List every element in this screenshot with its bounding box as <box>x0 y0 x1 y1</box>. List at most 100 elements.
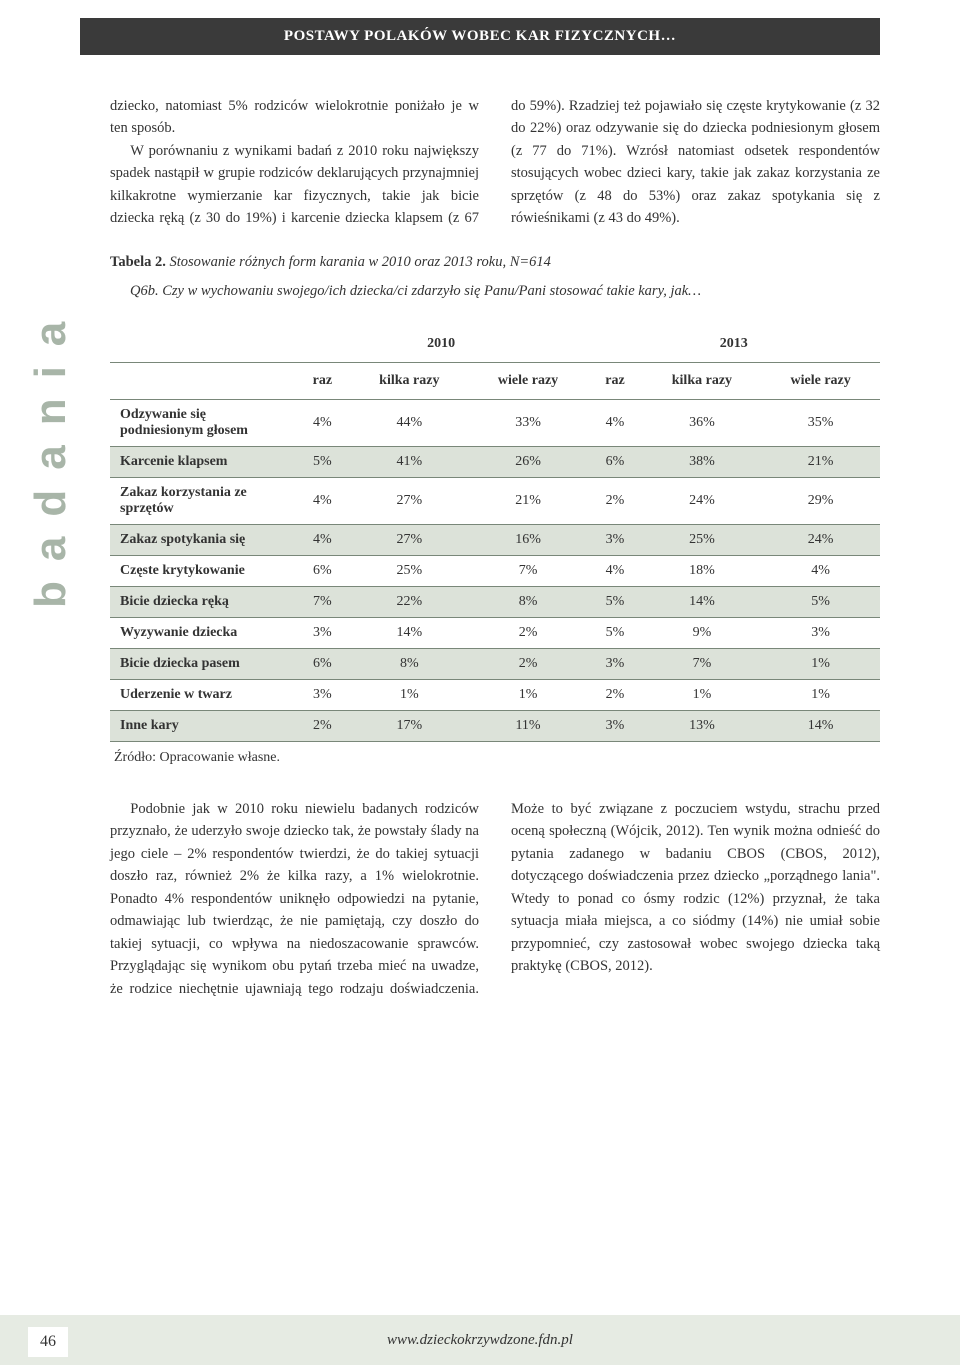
table-cell: 4% <box>587 555 642 586</box>
table-row: Zakaz korzystania ze sprzętów4%27%21%2%2… <box>110 477 880 524</box>
subhead-4: kilka razy <box>643 362 762 399</box>
table-cell: 44% <box>350 399 469 446</box>
table-cell: 8% <box>469 586 588 617</box>
bottom-text-columns: Podobnie jak w 2010 roku niewielu badany… <box>110 798 880 1000</box>
table-caption-bold: Tabela 2. <box>110 254 170 270</box>
table-cell: 5% <box>587 617 642 648</box>
row-label: Uderzenie w twarz <box>110 679 295 710</box>
table-cell: 22% <box>350 586 469 617</box>
row-label: Zakaz spotykania się <box>110 524 295 555</box>
table-cell: 4% <box>295 399 350 446</box>
table-cell: 24% <box>643 477 762 524</box>
table-cell: 21% <box>761 446 880 477</box>
table-caption: Tabela 2. Stosowanie różnych form karani… <box>110 254 880 271</box>
data-table: 2010 2013 raz kilka razy wiele razy raz … <box>110 322 880 742</box>
table-cell: 4% <box>761 555 880 586</box>
table-cell: 24% <box>761 524 880 555</box>
table-cell: 7% <box>469 555 588 586</box>
row-label: Zakaz korzystania ze sprzętów <box>110 477 295 524</box>
subhead-5: wiele razy <box>761 362 880 399</box>
table-cell: 1% <box>761 679 880 710</box>
top-text-columns: dziecko, natomiast 5% rodziców wielokrot… <box>110 95 880 230</box>
table-cell: 7% <box>295 586 350 617</box>
page-footer: 46 www.dzieckokrzywdzone.fdn.pl <box>0 1315 960 1365</box>
table-cell: 3% <box>295 617 350 648</box>
page-header: POSTAWY POLAKÓW WOBEC KAR FIZYCZNYCH… <box>80 18 880 55</box>
year-header-2013: 2013 <box>587 322 880 363</box>
row-label: Inne kary <box>110 710 295 741</box>
table-cell: 2% <box>469 617 588 648</box>
table-cell: 6% <box>295 648 350 679</box>
table-cell: 25% <box>643 524 762 555</box>
table-row: Częste krytykowanie6%25%7%4%18%4% <box>110 555 880 586</box>
table-cell: 8% <box>350 648 469 679</box>
table-cell: 1% <box>469 679 588 710</box>
table-row: Wyzywanie dziecka3%14%2%5%9%3% <box>110 617 880 648</box>
table-cell: 17% <box>350 710 469 741</box>
table-cell: 14% <box>350 617 469 648</box>
table-subcaption: Q6b. Czy w wychowaniu swojego/ich dzieck… <box>110 283 880 300</box>
table-row: Bicie dziecka pasem6%8%2%3%7%1% <box>110 648 880 679</box>
table-source: Źródło: Opracowanie własne. <box>114 750 880 766</box>
table-cell: 27% <box>350 477 469 524</box>
subhead-0: raz <box>295 362 350 399</box>
table-cell: 1% <box>761 648 880 679</box>
table-cell: 33% <box>469 399 588 446</box>
table-cell: 29% <box>761 477 880 524</box>
table-cell: 5% <box>761 586 880 617</box>
table-subcorner <box>110 362 295 399</box>
row-label: Odzywanie się podniesionym głosem <box>110 399 295 446</box>
subhead-3: raz <box>587 362 642 399</box>
page-number: 46 <box>28 1327 68 1357</box>
bottom-para-1: Podobnie jak w 2010 roku niewielu badany… <box>110 798 880 1000</box>
table-cell: 5% <box>587 586 642 617</box>
table-cell: 36% <box>643 399 762 446</box>
table-cell: 1% <box>350 679 469 710</box>
table-cell: 35% <box>761 399 880 446</box>
table-cell: 16% <box>469 524 588 555</box>
table-cell: 21% <box>469 477 588 524</box>
row-label: Karcenie klapsem <box>110 446 295 477</box>
row-label: Bicie dziecka pasem <box>110 648 295 679</box>
table-cell: 38% <box>643 446 762 477</box>
table-cell: 4% <box>587 399 642 446</box>
table-cell: 2% <box>587 477 642 524</box>
table-cell: 18% <box>643 555 762 586</box>
table-cell: 3% <box>587 524 642 555</box>
subhead-2: wiele razy <box>469 362 588 399</box>
table-row: Odzywanie się podniesionym głosem4%44%33… <box>110 399 880 446</box>
table-cell: 41% <box>350 446 469 477</box>
side-tab-label: badania <box>26 302 76 608</box>
table-cell: 2% <box>469 648 588 679</box>
table-cell: 7% <box>643 648 762 679</box>
table-row: Inne kary2%17%11%3%13%14% <box>110 710 880 741</box>
subhead-1: kilka razy <box>350 362 469 399</box>
table-cell: 3% <box>295 679 350 710</box>
row-label: Częste krytykowanie <box>110 555 295 586</box>
table-cell: 6% <box>587 446 642 477</box>
table-cell: 1% <box>643 679 762 710</box>
table-cell: 2% <box>587 679 642 710</box>
row-label: Bicie dziecka ręką <box>110 586 295 617</box>
body-para-1: dziecko, natomiast 5% rodziców wielokrot… <box>110 95 479 140</box>
footer-url: www.dzieckokrzywdzone.fdn.pl <box>0 1315 960 1365</box>
table-corner <box>110 322 295 363</box>
table-caption-italic: Stosowanie różnych form karania w 2010 o… <box>170 254 551 270</box>
table-row: Uderzenie w twarz3%1%1%2%1%1% <box>110 679 880 710</box>
table-cell: 4% <box>295 524 350 555</box>
table-cell: 11% <box>469 710 588 741</box>
table-cell: 13% <box>643 710 762 741</box>
header-title: POSTAWY POLAKÓW WOBEC KAR FIZYCZNYCH… <box>284 28 676 44</box>
table-cell: 14% <box>761 710 880 741</box>
table-cell: 6% <box>295 555 350 586</box>
table-cell: 5% <box>295 446 350 477</box>
year-header-2010: 2010 <box>295 322 588 363</box>
table-cell: 27% <box>350 524 469 555</box>
table-row: Zakaz spotykania się4%27%16%3%25%24% <box>110 524 880 555</box>
table-row: Karcenie klapsem5%41%26%6%38%21% <box>110 446 880 477</box>
table-cell: 14% <box>643 586 762 617</box>
table-cell: 4% <box>295 477 350 524</box>
table-cell: 25% <box>350 555 469 586</box>
table-cell: 9% <box>643 617 762 648</box>
table-cell: 3% <box>587 648 642 679</box>
